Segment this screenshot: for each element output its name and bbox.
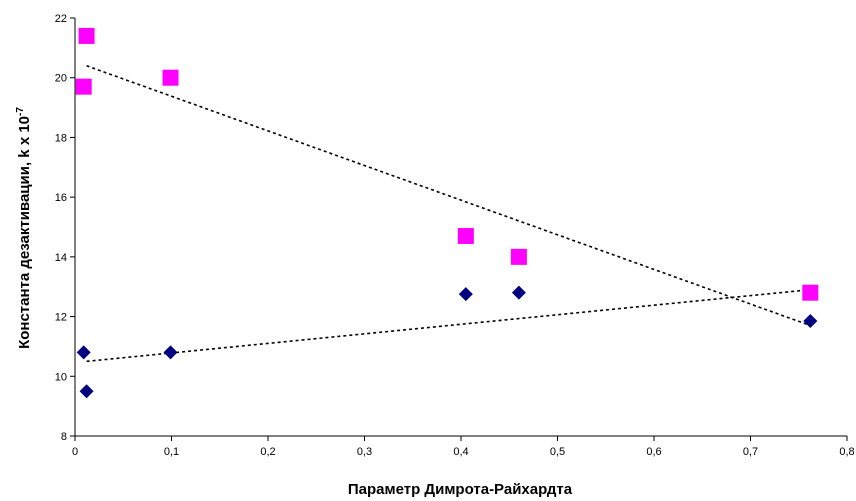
x-tick-label: 0,8	[839, 446, 854, 458]
point-square-series-1	[510, 248, 527, 265]
x-tick-label: 0,2	[260, 446, 275, 458]
point-diamond-series-2	[458, 287, 473, 302]
point-diamond-series-2	[76, 345, 91, 360]
x-tick-label: 0,5	[550, 446, 565, 458]
y-tick-label: 12	[55, 312, 67, 324]
trendlines	[86, 65, 811, 363]
y-tick-label: 18	[55, 132, 67, 144]
point-square-series-1	[75, 78, 92, 95]
x-tick-label: 0,4	[453, 446, 468, 458]
point-diamond-series-2	[803, 314, 818, 329]
axes	[70, 17, 848, 441]
x-tick-label: 0,6	[646, 446, 661, 458]
point-square-series-1	[162, 69, 179, 86]
y-tick-label: 10	[55, 371, 67, 383]
point-square-series-1	[802, 284, 819, 301]
point-diamond-series-2	[511, 285, 526, 300]
point-square-series-1	[457, 227, 474, 244]
y-tick-label: 14	[55, 252, 67, 264]
point-diamond-series-2	[163, 345, 178, 360]
y-axis-title-main: Константа дезактивации, k x 10	[16, 116, 33, 349]
x-tick-label: 0,3	[357, 446, 372, 458]
point-diamond-series-2	[79, 384, 94, 399]
y-tick-label: 8	[61, 431, 67, 443]
trendline-series-1	[86, 65, 811, 327]
x-tick-label: 0,1	[164, 446, 179, 458]
x-tick-label: 0	[72, 446, 78, 458]
y-tick-label: 22	[55, 13, 67, 25]
point-square-series-1	[78, 27, 95, 44]
tick-labels: 0 0,1 0,2 0,3 0,4 0,5 0,6 0,7 0,8 8 10 12 14 16 18 20 22	[55, 13, 855, 458]
x-tick-label: 0,7	[743, 446, 758, 458]
y-axis-title-exponent: -7	[15, 107, 26, 116]
trendline-series-2	[86, 288, 811, 363]
y-axis-title: Константа дезактивации, k x 10-7	[15, 107, 33, 349]
data-points	[75, 27, 819, 399]
x-axis-title: Параметр Димрота-Райхардта	[348, 481, 573, 498]
y-tick-label: 20	[55, 73, 67, 85]
y-tick-label: 16	[55, 192, 67, 204]
